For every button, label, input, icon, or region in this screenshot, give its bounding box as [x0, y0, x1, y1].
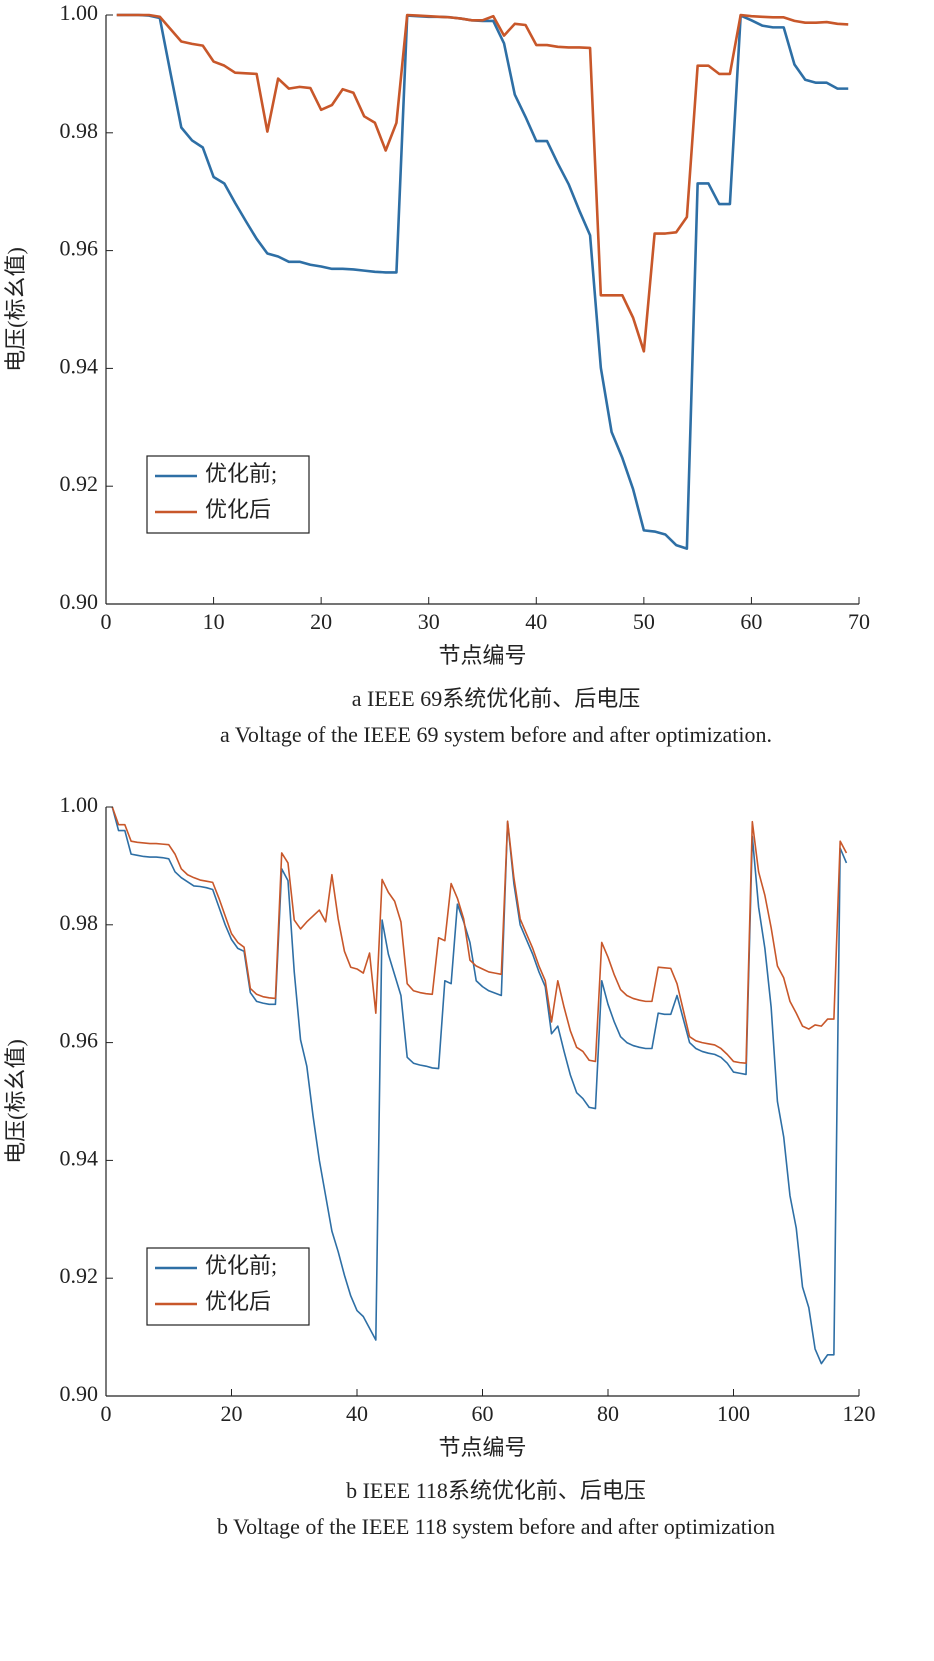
y-axis-label: 电压(标幺值) — [3, 247, 28, 372]
x-tick-label: 30 — [418, 609, 440, 634]
y-tick-label: 0.96 — [60, 236, 99, 261]
legend-box — [146, 455, 310, 534]
x-tick-label: 60 — [472, 1401, 494, 1426]
x-tick-label: 20 — [310, 609, 332, 634]
legend-label: 优化前; — [205, 1253, 277, 1278]
legend-label: 优化后 — [205, 1289, 271, 1314]
x-tick-label: 40 — [346, 1401, 368, 1426]
x-tick-label: 120 — [843, 1401, 876, 1426]
caption: b IEEE 118系统优化前、后电压 — [346, 1478, 646, 1503]
y-tick-label: 0.94 — [60, 353, 99, 378]
caption-en: a Voltage of the IEEE 69 system before a… — [220, 722, 772, 747]
x-tick-label: 10 — [203, 609, 225, 634]
y-tick-label: 0.98 — [60, 910, 99, 935]
x-tick-label: 60 — [740, 609, 762, 634]
y-tick-label: 0.96 — [60, 1028, 99, 1053]
y-tick-label: 1.00 — [60, 0, 99, 25]
legend-label: 优化前; — [205, 461, 277, 486]
legend: 优化前; 优化后 — [146, 455, 310, 534]
series-line — [116, 13, 849, 353]
caption-en: b Voltage of the IEEE 118 system before … — [217, 1514, 775, 1539]
y-tick-label: 0.98 — [60, 118, 99, 143]
x-tick-label: 70 — [848, 609, 870, 634]
chart: 0 20 40 60 80 100 120 0.90 0.92 0.94 0.96 0.98 1.00 节… — [3, 792, 875, 1539]
x-tick-label: 0 — [101, 1401, 112, 1426]
series-line — [111, 806, 848, 1365]
legend-box — [146, 1247, 310, 1326]
x-tick-label: 40 — [525, 609, 547, 634]
x-tick-label: 0 — [101, 609, 112, 634]
y-tick-label: 0.90 — [60, 1381, 99, 1406]
x-tick-label: 100 — [717, 1401, 750, 1426]
y-tick-label: 1.00 — [60, 792, 99, 817]
caption: a IEEE 69系统优化前、后电压 — [352, 686, 640, 711]
series-line — [111, 806, 848, 1065]
x-axis-label: 节点编号 — [438, 643, 526, 668]
y-tick-label: 0.94 — [60, 1145, 99, 1170]
y-tick-label: 0.90 — [60, 589, 99, 614]
legend: 优化前; 优化后 — [146, 1247, 310, 1326]
x-tick-label: 20 — [221, 1401, 243, 1426]
x-tick-label: 50 — [633, 609, 655, 634]
chart: 0 10 20 30 40 50 60 70 0.90 0.92 0.94 0.96 0.98 1.00 节… — [3, 0, 870, 747]
x-tick-label: 80 — [597, 1401, 619, 1426]
legend-label: 优化后 — [205, 497, 271, 522]
y-tick-label: 0.92 — [60, 1263, 99, 1288]
x-axis-label: 节点编号 — [438, 1435, 526, 1460]
y-axis-label: 电压(标幺值) — [3, 1039, 28, 1164]
y-tick-label: 0.92 — [60, 471, 99, 496]
